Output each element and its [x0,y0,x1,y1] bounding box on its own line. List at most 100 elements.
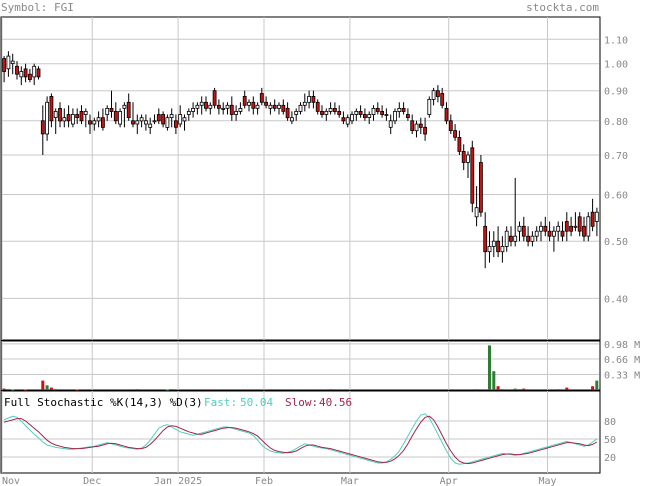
candle-body [526,235,530,242]
candle-body [182,117,187,122]
candle [19,66,24,86]
candle-body [229,104,234,115]
candle [375,102,380,115]
candle [431,87,436,106]
candle-body [478,162,483,213]
candle [388,114,393,134]
candle-body [294,111,299,115]
x-tick-label: Feb [255,476,273,486]
volume-bar [595,380,599,390]
volume-bar [45,385,49,390]
candle [148,117,153,134]
candle-body [470,147,475,204]
candle [268,102,273,115]
candle-body [281,104,286,112]
candle [58,102,62,128]
candle [75,108,80,125]
candle-body [483,225,488,253]
candle [204,96,208,112]
candle-body [62,117,67,122]
candle [504,226,509,252]
price-panel: 1.10 1.00 0.90 0.80 0.70 0.60 0.50 0.40 [0,16,628,341]
candle-body [466,154,470,163]
candle-body [6,55,11,70]
candle-body [435,90,440,97]
volume-bar [500,389,504,391]
candle [470,140,475,213]
candle-body [362,114,367,118]
candle-body [367,114,372,118]
candle [165,114,170,131]
candle-body [139,117,144,122]
candle [126,93,131,121]
candle-body [560,230,565,237]
candle-body [337,111,342,115]
candle [212,87,217,109]
candle-body [191,108,196,112]
candle-body [49,96,54,122]
candle [229,96,234,121]
candle-body [118,111,122,125]
candle-body [40,120,45,135]
candle [289,111,294,125]
stochastic-title: Full Stochastic %K(14,3) %D(3) [4,396,203,409]
candle [560,221,565,242]
candle [302,93,307,112]
candle-body [225,104,230,109]
candle-body [444,108,449,122]
candle [259,87,264,106]
candle [83,108,88,128]
candle-body [350,114,354,122]
candle-body [534,230,539,237]
candle-body [564,221,569,232]
candle [122,102,127,128]
candle-body [126,101,131,119]
candle-body [88,120,92,125]
candle [105,105,110,121]
candle-body [431,90,436,100]
candle [36,66,41,80]
candle-body [393,111,397,122]
candle [590,198,595,232]
candle-body [500,245,505,253]
volume-bar [496,386,500,390]
candle-body [556,225,561,232]
candle [474,186,479,227]
volume-bar [170,389,174,391]
volume-tick-label: 0.33 M [604,371,640,382]
x-tick-label: Mar [341,476,359,486]
candle-body [148,123,153,128]
candle [582,216,586,242]
fast-value: 50.04 [240,396,273,409]
candle [242,90,247,109]
candle [444,102,449,125]
volume-bar [518,389,521,391]
candle-body [590,211,595,227]
candle [354,108,359,121]
candle-body [384,114,389,116]
candle [341,111,346,125]
candle-body [208,104,213,109]
candle-body [414,123,419,132]
candle [71,108,75,128]
candle [6,51,11,77]
candle-body [195,104,200,109]
candle-body [66,114,71,122]
candle [285,102,290,121]
candle-body [186,111,191,115]
price-tick-label: 0.40 [604,294,628,305]
candle [225,102,230,115]
candle-body [143,120,148,125]
candle [569,216,573,237]
candle-body [23,68,28,78]
candle [2,56,6,83]
candle [139,114,144,128]
candle-body [517,225,522,232]
candle-body [311,96,316,103]
candle-body [131,120,135,125]
volume-bar [475,389,479,391]
candle-body [375,108,380,112]
candle-body [79,111,84,122]
candle [461,144,466,171]
